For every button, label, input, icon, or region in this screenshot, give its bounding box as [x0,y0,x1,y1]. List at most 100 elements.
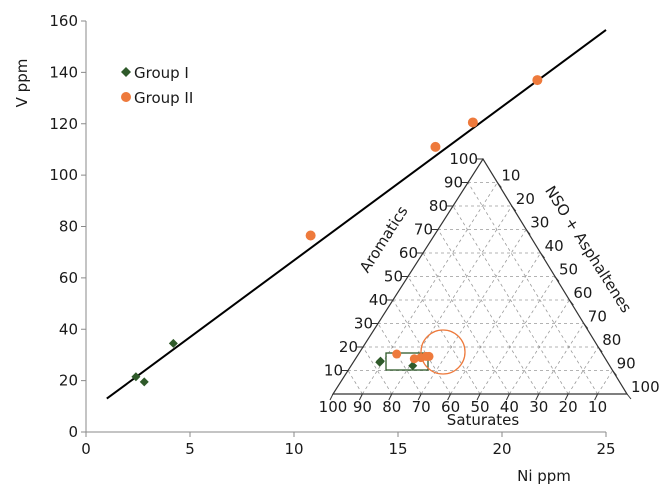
ternary-grid-line [467,182,598,395]
ternary-grid-line [452,205,569,395]
point-group-i [131,372,141,382]
ternary-bottom-tick [505,393,510,401]
main-axes: 0 20 40 60 80 100 120 140 160 0 5 10 15 20 25 [49,12,615,458]
ternary-bottom-tick [417,393,422,401]
ternary-right-tick [597,346,603,353]
ternary-left-tick-label: 90 [444,174,463,192]
ternary-bottom-tick [329,393,334,401]
ternary-point-group-ii [424,351,434,361]
ternary-left-tick-label: 20 [339,338,358,356]
point-group-ii [430,141,441,152]
legend-group-i-marker [121,67,131,77]
x-tick-label: 0 [81,440,91,458]
x-tick-label: 5 [185,440,195,458]
ternary-grid-line [420,229,527,395]
ternary-right-tick-label: 30 [530,214,549,232]
ternary-bottom-tick-label: 30 [529,398,548,416]
ternary-bottom-tick [388,393,393,401]
ternary-left-title: Aromatics [356,203,412,276]
ternary-right-tick [626,393,632,400]
ternary-grid-line [479,276,556,395]
point-group-ii [467,117,478,128]
legend-group-i-label: Group I [134,64,189,82]
ternary-grid-line [437,229,540,395]
ternary-right-tick-label: 50 [559,261,578,279]
trendline-group [106,29,607,400]
y-tick-label: 100 [49,166,78,184]
y-tick-label: 160 [49,12,78,30]
ternary-right-tick-label: 100 [631,378,659,396]
ternary-group-ii-circle [420,329,466,375]
x-tick-label: 20 [492,440,511,458]
ternary-right-tick [569,299,574,306]
ternary-bottom-tick-label: 60 [441,398,460,416]
ternary-group-i-box [385,352,429,371]
ternary-right-tick [554,276,560,282]
ternary-bottom-tick [594,393,599,401]
ternary-left-tick-label: 80 [429,197,448,215]
data-points [131,75,543,387]
ternary-point-group-i [408,361,418,371]
y-tick-label: 0 [68,423,78,441]
point-group-ii [305,230,316,241]
ternary-right-tick [525,229,531,235]
y-axis-title: V ppm [13,59,31,108]
legend-group-ii-marker [121,92,131,102]
ternary-grid-line [347,370,363,395]
ternary-right-tick-label: 70 [588,308,607,326]
ternary-right-tick-label: 10 [501,167,520,185]
ternary-right-tick [511,205,517,212]
ternary-bottom-title: Saturates [447,411,520,429]
ternary-right-tick-label: 20 [516,190,535,208]
ternary-right-tick-label: 40 [545,237,564,255]
ternary-point-group-ii [409,354,419,364]
ternary-point-group-i [375,357,385,367]
x-tick-label: 10 [284,440,303,458]
trendline [106,29,607,400]
ternary-right-tick [540,252,545,259]
ternary-right-tick-label: 80 [602,331,621,349]
point-group-i [168,338,178,348]
legend-group-ii-label: Group II [134,89,193,107]
ternary-bottom-tick [535,393,540,401]
ternary-bottom-tick-label: 70 [412,398,431,416]
ternary-bottom-tick-label: 40 [500,398,519,416]
x-tick-label: 15 [388,440,407,458]
ternary-grid-line [538,323,585,395]
ternary-left-tick-label: 50 [384,268,403,286]
ternary-right-tick-label: 90 [617,355,636,373]
y-tick-label: 120 [49,115,78,133]
ternary-bottom-tick-label: 20 [559,398,578,416]
ternary-grid-line [450,252,541,395]
ternary-left-tick-label: 30 [354,315,373,333]
ternary-bottom-tick-label: 50 [470,398,489,416]
ternary-grid-line [509,299,570,395]
x-axis-title: Ni ppm [517,467,571,484]
ternary-bottom-tick [447,393,452,401]
ternary-bottom-tick [476,393,481,401]
ternary-left-tick-label: 40 [369,291,388,309]
ternary-right-tick [583,323,589,329]
ternary-right-tick-label: 60 [573,284,592,302]
y-tick-label: 40 [59,320,78,338]
ternary-grid-line [597,370,613,395]
y-tick-label: 20 [59,372,78,390]
ternary-point-group-ii [392,349,402,359]
ternary-right-tick [612,370,617,376]
ternary-bottom-tick-label: 90 [353,398,372,416]
ternary-right-tick [497,182,502,188]
ternary-left-tick-label: 60 [399,244,418,262]
ternary-bottom-tick-label: 10 [588,398,607,416]
legend: Group I Group II [121,64,193,107]
ternary-bottom-tick [564,393,569,401]
ternary-ticks: 100 90 80 70 60 50 40 30 20 10 10 20 30 40 50 60 70 80 90 1… [319,150,659,416]
y-tick-label: 140 [49,63,78,81]
point-group-i [139,377,149,387]
ternary-bottom-tick-label: 80 [382,398,401,416]
ternary-left-tick-label: 100 [449,150,478,168]
ternary-left-tick-label: 10 [324,362,343,380]
x-tick-label: 25 [596,440,615,458]
ternary-bottom-tick [358,393,363,401]
ternary-grid-line [377,323,422,395]
